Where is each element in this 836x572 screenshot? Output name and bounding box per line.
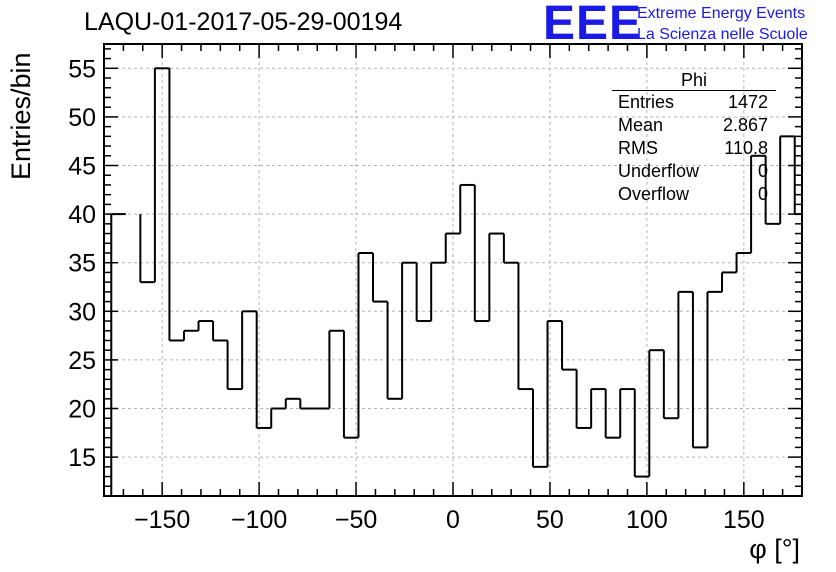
- x-tick-label: 100: [626, 506, 668, 534]
- y-axis-ticks: 15 20 25 30 35 40 45 50 55: [68, 48, 802, 497]
- stats-label: Mean: [618, 115, 664, 135]
- y-tick-label: 50: [68, 104, 96, 132]
- y-axis-label: Entries/bin: [6, 52, 36, 180]
- histogram-series: [110, 67, 802, 496]
- stats-row: Mean 2.867: [612, 114, 776, 137]
- x-tick-label: 50: [536, 506, 564, 534]
- y-tick-label: 35: [68, 250, 96, 278]
- stats-label: Entries: [618, 92, 675, 112]
- stats-value: 0: [757, 161, 768, 181]
- x-tick-label: −100: [231, 506, 287, 534]
- stats-box: Phi Entries 1472 Mean 2.867 RMS 110.8 Under…: [612, 70, 776, 206]
- chart-title: LAQU-01-2017-05-29-00194: [84, 8, 403, 36]
- stats-row: Overflow 0: [612, 183, 776, 206]
- y-tick-label: 30: [68, 298, 96, 326]
- y-tick-label: 45: [68, 153, 96, 181]
- stats-row: RMS 110.8: [612, 137, 776, 160]
- grid-lines: [104, 44, 802, 496]
- stats-value: 2.867: [722, 115, 768, 135]
- stats-label: Underflow: [618, 161, 700, 181]
- y-tick-label: 40: [68, 201, 96, 229]
- x-tick-label: −150: [134, 506, 190, 534]
- stats-row: Underflow 0: [612, 160, 776, 183]
- stats-label: Overflow: [618, 184, 690, 204]
- stats-value: 0: [757, 184, 768, 204]
- stats-value: 1472: [727, 92, 768, 112]
- x-tick-label: −50: [335, 506, 377, 534]
- y-tick-label: 15: [68, 444, 96, 472]
- eee-logo: EEE: [543, 0, 643, 50]
- logo-line-1: Extreme Energy Events: [637, 5, 806, 22]
- stats-value: 110.8: [724, 138, 768, 158]
- y-tick-label: 25: [68, 347, 96, 375]
- stats-label: RMS: [618, 138, 658, 158]
- stats-title: Phi: [612, 70, 776, 91]
- x-tick-label: 0: [446, 506, 460, 534]
- y-tick-label: 55: [68, 55, 96, 83]
- x-axis-ticks: −150 −100 −50 0 50 100 150: [103, 44, 803, 534]
- x-tick-label: 150: [723, 506, 765, 534]
- stats-row: Entries 1472: [612, 91, 776, 114]
- y-tick-label: 20: [68, 396, 96, 424]
- x-axis-label: φ [°]: [749, 534, 800, 564]
- logo-line-2: La Scienza nelle Scuole: [637, 26, 808, 43]
